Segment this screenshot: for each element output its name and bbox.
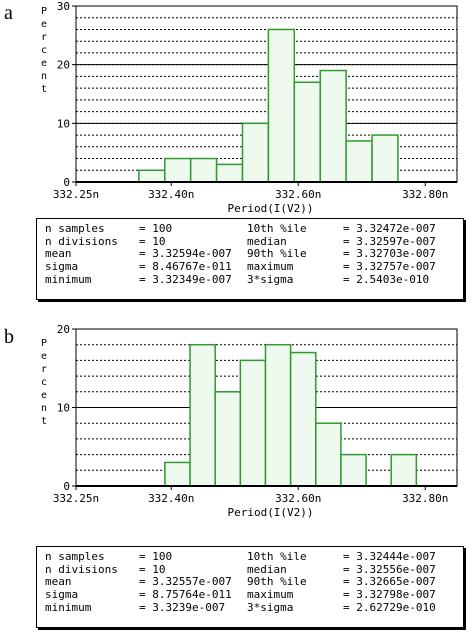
histogram-bar <box>214 391 242 487</box>
stat-value: = 3.32594e-007 <box>139 247 232 261</box>
stat-value: = 3.32757e-007 <box>343 260 436 274</box>
x-tick-label: 332.40n <box>148 492 194 505</box>
y-tick-label: 30 <box>57 0 70 13</box>
x-tick-label: 332.60n <box>275 492 321 505</box>
stats-row: mean = 3.32557e-007 90th %ile = 3.32665e-00… <box>45 576 453 589</box>
stats-row: minimum = 3.32349e-007 3*sigma = 2.5403e-01… <box>45 272 453 287</box>
panel-b-letter: b <box>4 326 14 348</box>
histogram-bar <box>289 351 317 487</box>
histogram-bar <box>164 461 191 487</box>
stat-name: sigma <box>45 260 79 274</box>
histogram-bar <box>293 81 321 183</box>
histogram-bar <box>345 140 373 183</box>
stat-name: n divisions <box>45 234 118 248</box>
panel-a-letter: a <box>4 2 13 24</box>
histogram-bar <box>267 28 296 183</box>
stat-value: = 3.32556e-007 <box>343 562 436 576</box>
stat-name: minimum <box>45 272 92 286</box>
stat-value: = 3.32597e-007 <box>343 234 436 248</box>
stat-value: = 3.32665e-007 <box>343 575 436 589</box>
x-tick-label: 332.25n <box>53 492 99 505</box>
stat-name: n samples <box>45 222 105 235</box>
histogram-bar <box>371 134 399 183</box>
x-axis-label: Period(I(V2)) <box>227 202 313 215</box>
stat-value: = 100 <box>139 222 173 235</box>
stat-name: mean <box>45 247 72 261</box>
stat-value: = 10 <box>139 234 166 248</box>
stat-name: 90th %ile <box>247 575 307 589</box>
x-tick-label: 332.80n <box>402 188 448 201</box>
stats-table-b: n samples = 100 10th %ile = 3.32444e-007 n d… <box>45 550 453 615</box>
stat-name: n divisions <box>45 562 118 576</box>
histogram-bar <box>319 69 347 183</box>
stat-name: 3*sigma <box>247 600 294 614</box>
stat-value: = 3.32472e-007 <box>343 222 436 235</box>
stat-name: sigma <box>45 588 79 602</box>
stats-row: n samples = 100 10th %ile = 3.32472e-007 <box>45 222 453 236</box>
histogram-bar <box>241 122 270 183</box>
stats-row: n samples = 100 10th %ile = 3.32444e-007 <box>45 550 453 564</box>
histogram-a: 0 10 20 30 332.25n 332.40n 332.60n 332.80n Perio… <box>41 0 458 215</box>
stats-row: sigma = 8.46767e-011 maximum = 3.32757e-007 <box>45 260 453 274</box>
stat-name: 3*sigma <box>247 272 294 286</box>
stat-name: minimum <box>45 600 92 614</box>
stat-name: maximum <box>247 260 294 274</box>
stat-name: median <box>247 234 287 248</box>
stats-row: n divisions = 10 median = 3.32556e-007 <box>45 562 453 577</box>
y-tick-label: 20 <box>57 323 70 336</box>
histogram-bar <box>164 157 192 183</box>
x-tick-label: 332.40n <box>148 188 194 201</box>
stats-row: minimum = 3.3239e-007 3*sigma = 2.62729e-01… <box>45 600 453 615</box>
stats-box-b: n samples = 100 10th %ile = 3.32444e-007 n d… <box>36 546 464 628</box>
histogram-bar <box>215 163 244 183</box>
stat-value: = 2.62729e-010 <box>343 600 436 614</box>
histogram-bar <box>189 343 216 487</box>
histogram-bar <box>239 359 267 487</box>
stat-value: = 3.32798e-007 <box>343 588 436 602</box>
histogram-bar <box>390 453 418 487</box>
histogram-bar <box>189 157 218 183</box>
stats-row: sigma = 8.75764e-011 maximum = 3.32798e-007 <box>45 588 453 602</box>
histogram-bar <box>138 169 166 183</box>
stat-value: = 2.5403e-010 <box>343 272 430 286</box>
stat-name: mean <box>45 575 72 589</box>
stat-name: median <box>247 562 287 576</box>
stat-value: = 8.46767e-011 <box>139 260 232 274</box>
stat-value: = 8.75764e-011 <box>139 588 232 602</box>
stat-value: = 100 <box>139 550 173 563</box>
x-tick-label: 332.80n <box>402 492 448 505</box>
stat-name: n samples <box>45 550 105 563</box>
y-tick-label: 0 <box>63 176 70 189</box>
y-tick-label: 0 <box>63 480 70 493</box>
stat-value: = 3.32349e-007 <box>139 272 232 286</box>
stats-row: n divisions = 10 median = 3.32597e-007 <box>45 234 453 249</box>
stats-box-a: n samples = 100 10th %ile = 3.32472e-007 n d… <box>36 218 464 300</box>
y-tick-label: 10 <box>57 402 70 415</box>
x-axis-label: Period(I(V2)) <box>227 506 313 519</box>
histogram-bar <box>264 343 292 487</box>
stat-value: = 3.3239e-007 <box>139 600 226 614</box>
histogram-bar <box>315 422 342 487</box>
stat-name: maximum <box>247 588 294 602</box>
stat-name: 10th %ile <box>247 222 307 235</box>
stats-table-a: n samples = 100 10th %ile = 3.32472e-007 n d… <box>45 222 453 287</box>
histogram-b: 0 10 20 332.25n 332.40n 332.60n 332.80n Period(… <box>41 323 458 519</box>
x-tick-label: 332.60n <box>275 188 321 201</box>
stat-name: 90th %ile <box>247 247 307 261</box>
y-tick-label: 10 <box>57 117 70 130</box>
x-tick-label: 332.25n <box>53 188 99 201</box>
stats-row: mean = 3.32594e-007 90th %ile = 3.32703e-00… <box>45 248 453 261</box>
stat-value: = 10 <box>139 562 166 576</box>
stat-value: = 3.32444e-007 <box>343 550 436 563</box>
stat-name: 10th %ile <box>247 550 307 563</box>
y-tick-label: 20 <box>57 59 70 72</box>
histogram-bar <box>340 453 367 487</box>
stat-value: = 3.32703e-007 <box>343 247 436 261</box>
stat-value: = 3.32557e-007 <box>139 575 232 589</box>
